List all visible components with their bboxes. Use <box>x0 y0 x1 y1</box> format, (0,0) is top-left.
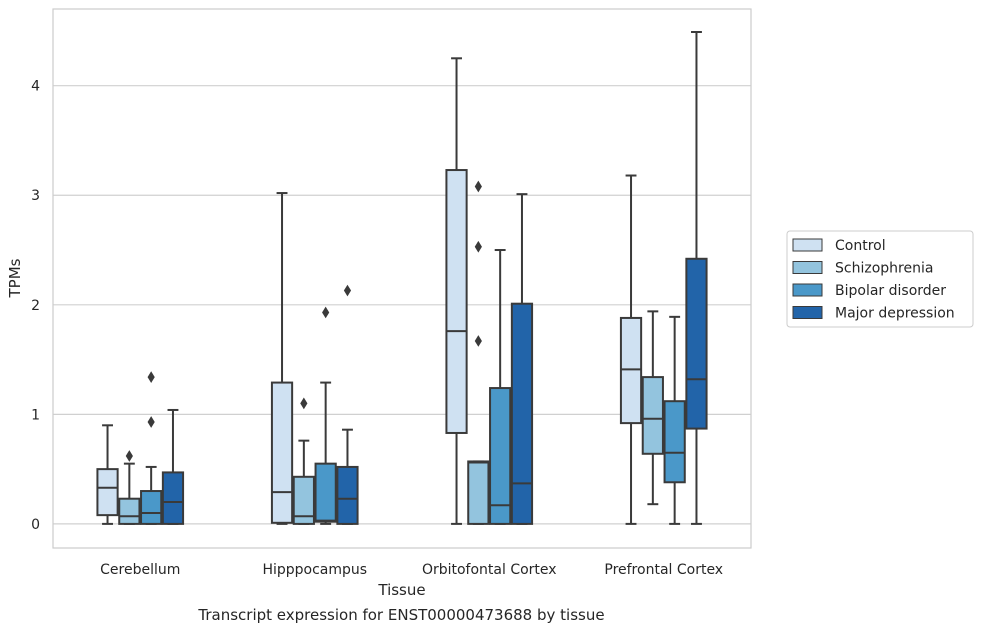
outlier-point <box>147 371 155 383</box>
box-bipolar-disorder <box>314 306 337 525</box>
box-body <box>96 468 119 517</box>
box-series-group <box>96 31 708 525</box>
gridlines <box>53 85 751 525</box>
box-major-depression <box>510 193 534 525</box>
box-major-depression <box>685 31 708 525</box>
box-body <box>685 257 708 430</box>
box-control <box>96 424 119 525</box>
box-bipolar-disorder <box>489 249 512 525</box>
box-body <box>314 462 337 523</box>
outlier-point <box>474 335 482 347</box>
outlier-point <box>474 180 482 193</box>
legend-label: Control <box>835 238 886 254</box>
box-body <box>270 381 294 524</box>
box-bipolar-disorder <box>140 371 163 525</box>
box-body <box>445 169 468 434</box>
x-tick-label: Hipppocampus <box>262 562 367 578</box>
legend-swatch <box>792 238 823 252</box>
y-axis-label: TPMs <box>6 258 24 298</box>
box-control <box>270 192 294 525</box>
box-body <box>663 400 686 484</box>
legend-label: Major depression <box>835 306 955 322</box>
box-bipolar-disorder <box>663 315 686 525</box>
box-body <box>489 387 512 525</box>
box-schizophrenia <box>641 310 664 506</box>
legend-swatch <box>792 283 823 297</box>
x-tick-labels: Cerebellum Hipppocampus Orbitofontal Corte… <box>100 562 723 578</box>
figure-caption: Transcript expression for ENST0000047368… <box>198 606 605 624</box>
box-control <box>445 57 468 525</box>
legend-label: Bipolar disorder <box>835 283 946 299</box>
box-body <box>641 376 664 455</box>
y-tick-label: 1 <box>31 407 40 423</box>
y-tick-label: 2 <box>31 298 40 314</box>
x-tick-label: Cerebellum <box>100 562 180 578</box>
box-body <box>292 475 315 525</box>
legend: Control Schizophrenia Bipolar disorder Majo… <box>786 230 974 328</box>
box-body <box>118 497 141 525</box>
legend-swatch <box>792 261 823 274</box>
outlier-point <box>343 284 352 297</box>
outlier-point <box>322 306 330 319</box>
x-axis-label: Tissue <box>377 581 425 599</box>
box-body <box>619 316 643 425</box>
box-body <box>161 471 185 525</box>
y-tick-label: 3 <box>31 188 40 204</box>
legend-label: Schizophrenia <box>835 261 933 277</box>
y-tick-label: 0 <box>31 517 40 533</box>
box-schizophrenia <box>292 397 315 525</box>
plot-frame <box>52 8 752 549</box>
outlier-point <box>147 416 155 428</box>
box-body <box>140 490 163 525</box>
x-tick-label: Orbitofontal Cortex <box>422 562 557 578</box>
box-control <box>619 174 643 525</box>
box-schizophrenia <box>467 180 490 525</box>
box-major-depression <box>161 408 185 525</box>
legend-frame <box>786 230 974 328</box>
box-body <box>510 302 534 525</box>
y-tick-labels: 0 1 2 3 4 <box>31 79 40 533</box>
legend-swatch <box>792 306 823 319</box>
box-body <box>336 465 359 525</box>
box-major-depression <box>336 284 359 525</box>
box-body <box>467 460 490 525</box>
box-schizophrenia <box>118 450 141 525</box>
y-tick-label: 4 <box>31 79 40 95</box>
outlier-point <box>300 397 308 410</box>
outlier-point <box>125 450 133 462</box>
x-tick-label: Prefrontal Cortex <box>604 562 723 578</box>
outlier-point <box>474 240 482 253</box>
